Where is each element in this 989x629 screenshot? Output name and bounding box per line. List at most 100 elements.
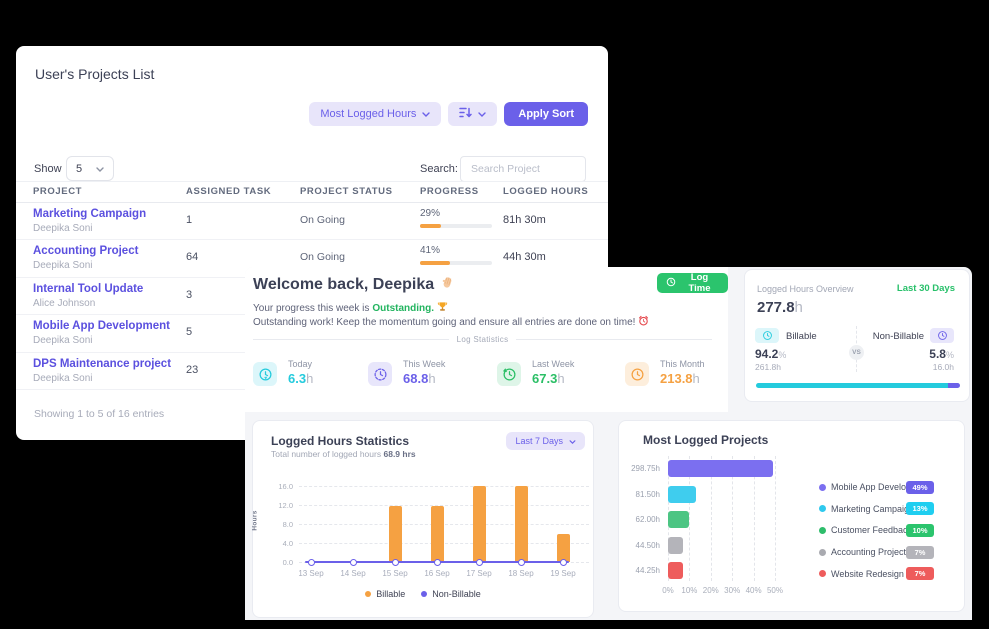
assigned-task-count: 1 (186, 214, 193, 226)
billable-hours: 261.8h (755, 362, 781, 372)
stat-text: This Week 68.8h (403, 359, 445, 386)
column-header-assigned-task: Assigned Task (186, 186, 272, 197)
legend-item: Non-Billable (421, 589, 481, 599)
table-controls: Show 5 Search: (16, 156, 608, 182)
show-label: Show (34, 163, 62, 175)
non-billable-clock-icon (930, 328, 954, 343)
stat-label: This Month (660, 359, 705, 369)
stat-value: 6.3h (288, 371, 314, 386)
project-owner: Deepika Soni (33, 372, 93, 384)
column-header-progress: Progress (420, 186, 479, 197)
apply-sort-button[interactable]: Apply Sort (504, 102, 588, 126)
sort-by-dropdown[interactable]: Most Logged Hours (309, 102, 442, 126)
motivation-message: Outstanding work! Keep the momentum goin… (253, 315, 649, 329)
x-axis-label: 18 Sep (508, 569, 534, 578)
clock-icon (625, 362, 649, 386)
assigned-task-count: 5 (186, 326, 193, 339)
legend-label: Accounting Project (831, 547, 907, 558)
overview-period-label[interactable]: Last 30 Days (896, 283, 955, 294)
vs-badge: VS (849, 345, 864, 360)
bar-value-label: 298.75h (631, 464, 660, 473)
page-size-select[interactable]: 5 (66, 156, 114, 181)
gridline (753, 456, 755, 581)
gridline (299, 543, 589, 544)
project-owner: Deepika Soni (33, 260, 93, 272)
entries-summary: Showing 1 to 5 of 16 entries (34, 408, 165, 420)
sort-toolbar: Most Logged Hours Apply Sort (309, 102, 588, 126)
gridline (299, 524, 589, 525)
gridline (710, 456, 712, 581)
dashboard-panel: Welcome back, Deepika Log Time Your prog… (245, 267, 972, 620)
column-header-logged-hours: Logged Hours (503, 186, 589, 197)
log-time-button[interactable]: Log Time (657, 272, 728, 294)
progress-status-value: Outstanding. (372, 302, 435, 314)
project-link[interactable]: Accounting Project (33, 245, 139, 258)
waving-hand-icon (440, 275, 455, 295)
line-marker (349, 558, 357, 566)
project-bar (668, 460, 773, 477)
search-input[interactable] (460, 156, 586, 182)
x-axis-tick: 30% (724, 586, 741, 595)
billable-bar (556, 533, 570, 562)
logged-hours: 44h 30m (503, 251, 546, 264)
table-header-row: Project Assigned Task Project Status Pro… (16, 181, 608, 203)
stat-label: Today (288, 359, 313, 369)
billable-bar (472, 486, 486, 562)
clock-bolt-icon (253, 362, 277, 386)
progress-bar (420, 261, 492, 266)
progress-status-line: Your progress this week is Outstanding. (253, 301, 448, 315)
non-billable-bar-segment (948, 383, 960, 388)
chevron-down-icon (422, 108, 431, 120)
legend-dot (819, 570, 826, 578)
progress-percent: 41% (420, 245, 441, 257)
billable-bar (430, 505, 444, 562)
stat-text: Last Week 67.3h (532, 359, 574, 386)
project-bar (668, 562, 683, 580)
bar-value-label: 44.25h (635, 566, 660, 576)
project-link[interactable]: Internal Tool Update (33, 282, 144, 295)
stat-value: 68.8h (403, 371, 436, 386)
stat-value: 213.8h (660, 371, 700, 386)
project-owner: Alice Johnson (33, 297, 96, 309)
non-billable-label: Non-Billable (872, 331, 924, 342)
line-marker (517, 558, 525, 566)
progress-bar (420, 224, 492, 228)
legend-percent-badge: 10% (906, 523, 934, 537)
project-bar (668, 511, 690, 529)
logged-hours-overview-card: Logged Hours Overview Last 30 Days 277.8… (744, 269, 970, 402)
trophy-icon (437, 301, 448, 315)
clock-dashed-icon (368, 362, 392, 386)
project-link[interactable]: DPS Maintenance project (33, 357, 172, 370)
x-axis-tick: 0% (662, 586, 674, 595)
assigned-task-count: 23 (186, 363, 199, 376)
x-axis-label: 13 Sep (298, 569, 324, 578)
project-link[interactable]: Marketing Campaign (33, 208, 147, 220)
stat-value: 67.3h (532, 371, 565, 386)
x-axis-tick: 50% (766, 586, 783, 595)
billable-bar (388, 505, 402, 562)
x-axis-label: 14 Sep (340, 569, 366, 578)
table-row: Marketing Campaign Deepika Soni 1 On Goi… (16, 203, 608, 241)
chevron-down-icon (96, 163, 104, 175)
project-bar (668, 485, 696, 503)
legend-dot (819, 526, 826, 534)
legend-label: Mobile App Develo... (831, 482, 914, 492)
sort-direction-dropdown[interactable] (448, 102, 498, 126)
project-bar (668, 536, 683, 554)
legend-label: Customer Feedbac... (831, 525, 916, 536)
bar-value-label: 81.50h (635, 489, 660, 499)
assigned-task-count: 3 (186, 288, 193, 301)
line-marker (559, 558, 567, 566)
billable-percent: 94.2% (755, 347, 787, 361)
legend-dot (421, 591, 428, 597)
page-size-value: 5 (76, 162, 83, 175)
legend-dot (365, 591, 372, 597)
log-stats-row: Today 6.3h This Week 68.8h Last Week 67.3h Thi… (245, 359, 728, 399)
line-marker (391, 558, 399, 566)
period-filter-dropdown[interactable]: Last 7 Days (506, 432, 585, 450)
line-marker (307, 558, 315, 566)
project-link[interactable]: Mobile App Development (33, 320, 170, 333)
gridline (299, 505, 589, 506)
search-label: Search: (420, 163, 458, 175)
y-axis-tick: 0.0 (282, 558, 293, 567)
